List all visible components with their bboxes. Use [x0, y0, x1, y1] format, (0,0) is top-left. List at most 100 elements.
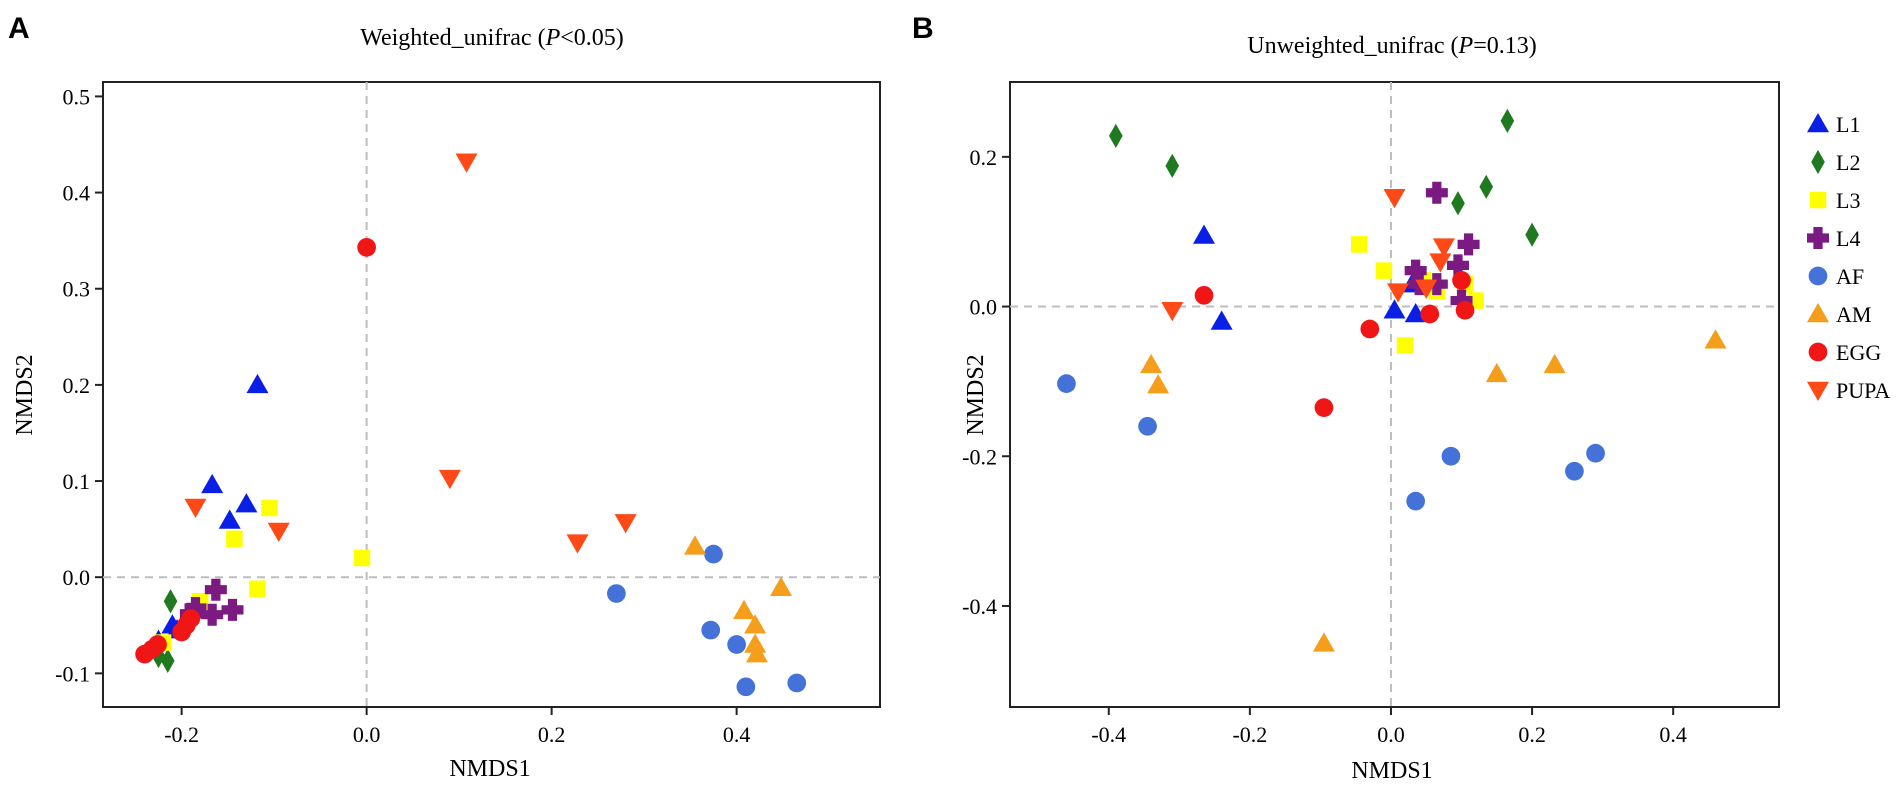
panel-b-y-axis: -0.4 -0.2 0.0 0.2 — [962, 145, 1010, 619]
panel-b-point-egg — [1360, 319, 1380, 339]
panel-a-point-am — [733, 599, 756, 620]
panel-b-point-l4 — [1425, 273, 1448, 296]
panel-b-point-am — [1543, 353, 1566, 374]
panel-a-point-pupa — [455, 153, 478, 173]
panel-a-x-axis: -0.2 0.0 0.2 0.4 — [164, 707, 750, 747]
panel-a-point-af — [704, 544, 723, 564]
legend-label-l3: L3 — [1836, 188, 1860, 213]
legend-label-l4: L4 — [1836, 226, 1860, 251]
panel-a-y-tick-label: 0.4 — [63, 181, 91, 206]
panel-b-point-pupa — [1429, 253, 1452, 273]
panel-a-point-l4 — [201, 603, 224, 626]
panel-b-point-af — [1057, 374, 1076, 393]
legend: L1 L2 L3 L4 AF AM EGG PUPA — [1807, 112, 1890, 403]
panel-b-point-af — [1586, 443, 1605, 463]
panel-a-y-tick-label: 0.0 — [63, 565, 91, 590]
panel-a-point-af — [736, 677, 756, 697]
panel-a-y-axis-label: NMDS2 — [12, 354, 38, 435]
panel-b-point-egg — [1194, 285, 1214, 305]
panel-a-point-af — [787, 673, 807, 693]
legend-label-egg: EGG — [1836, 340, 1881, 365]
panel-b-point-am — [1704, 329, 1727, 349]
panel-b-x-tick-label: 0.2 — [1518, 722, 1546, 747]
panel-b-x-tick-label: 0.4 — [1659, 722, 1687, 747]
panel-a-x-tick-label: 0.2 — [538, 722, 566, 747]
legend-label-af: AF — [1836, 264, 1864, 289]
panel-a-point-l2 — [163, 589, 178, 614]
panel-a-point-am — [744, 614, 767, 634]
panel-b-point-af — [1565, 461, 1584, 481]
panel-a-y-tick-label: 0.1 — [63, 469, 91, 494]
panel-b-point-l3 — [1350, 236, 1368, 253]
panel-b-point-l3 — [1375, 262, 1393, 279]
legend-marker-am — [1807, 303, 1829, 323]
panel-b-point-l2 — [1451, 191, 1465, 216]
panel-a-point-l3 — [261, 499, 278, 517]
panel-b-title: Unweighted_unifrac (P=0.13) — [1247, 33, 1536, 59]
panel-b-x-tick-label: -0.2 — [1232, 722, 1267, 747]
panel-a-y-axis: -0.1 0.0 0.1 0.2 0.3 0.4 0.5 — [55, 84, 103, 686]
panel-b-letter: B — [912, 12, 934, 45]
panel-b-point-af — [1441, 446, 1461, 466]
legend-marker-pupa — [1807, 381, 1829, 401]
panel-b-y-tick-label: 0.0 — [970, 295, 998, 320]
legend-label-l2: L2 — [1836, 150, 1860, 175]
panel-b-point-pupa — [1387, 283, 1410, 303]
panel-a-y-tick-label: -0.1 — [55, 661, 90, 686]
panel-b-point-l4 — [1425, 181, 1448, 204]
panel-b-point-egg — [1452, 271, 1471, 290]
panel-b-point-l2 — [1165, 153, 1180, 178]
panel-a-point-l1 — [235, 493, 258, 513]
panel-b-point-l2 — [1500, 108, 1515, 134]
legend-marker-af — [1808, 266, 1828, 286]
legend-marker-l4 — [1807, 227, 1829, 249]
panel-a-y-tick-label: 0.3 — [63, 277, 91, 302]
panel-a-point-l4 — [204, 578, 227, 601]
legend-label-l1: L1 — [1836, 112, 1860, 137]
panel-a-x-tick-label: 0.4 — [723, 722, 751, 747]
panel-a-point-pupa — [184, 498, 207, 518]
panel-a-point-l4 — [184, 596, 207, 619]
legend-label-am: AM — [1836, 302, 1871, 327]
panel-a-point-l3 — [226, 530, 243, 547]
panel-a-point-am — [770, 576, 793, 597]
panel-b-points — [1057, 108, 1727, 652]
panel-a-point-pupa — [614, 514, 637, 534]
panel-a-x-axis-label: NMDS1 — [449, 756, 530, 782]
panel-b-point-pupa — [1432, 238, 1455, 258]
panel-b-y-axis-label: NMDS2 — [963, 354, 989, 435]
panel-b-point-l3 — [1396, 337, 1414, 354]
panel-b-point-am — [1140, 353, 1163, 374]
panel-a-point-pupa — [566, 534, 589, 554]
panel-b-point-l2 — [1525, 222, 1539, 247]
panel-a-point-af — [607, 584, 626, 603]
panel-b-point-am — [1485, 362, 1508, 383]
panel-a-point-l3 — [353, 549, 371, 567]
panel-b-point-l1 — [1383, 299, 1406, 319]
panel-b-reference-lines — [1010, 82, 1779, 707]
panel-a-letter: A — [8, 12, 30, 45]
panel-b-x-axis-label: NMDS1 — [1351, 758, 1432, 784]
panel-a-point-l3 — [249, 580, 266, 597]
panel-b: B Unweighted_unifrac (P=0.13) -0.4 -0.2 0.… — [912, 12, 1780, 784]
panel-b-plot-frame — [1009, 81, 1780, 708]
panel-b-point-am — [1147, 374, 1170, 394]
panel-a-x-tick-label: -0.2 — [164, 722, 199, 747]
panel-a-y-tick-label: 0.2 — [63, 373, 91, 398]
legend-marker-l3 — [1809, 191, 1827, 209]
panel-a-point-am — [744, 633, 767, 653]
panel-a-y-tick-label: 0.5 — [63, 84, 91, 109]
legend-label-pupa: PUPA — [1836, 378, 1890, 403]
panel-b-point-l4 — [1450, 289, 1473, 312]
panel-a-point-l2 — [160, 648, 175, 673]
panel-a-point-egg — [148, 635, 167, 654]
panel-b-point-pupa — [1161, 302, 1184, 322]
panel-a-points — [135, 153, 807, 697]
panel-b-x-tick-label: 0.0 — [1377, 722, 1405, 747]
panel-a-point-am — [745, 643, 768, 663]
panel-b-point-af — [1406, 491, 1426, 511]
panel-b-point-l4 — [1446, 254, 1469, 277]
legend-marker-l1 — [1807, 113, 1829, 133]
panel-a-point-l1 — [201, 473, 224, 494]
panel-b-y-tick-label: -0.2 — [962, 444, 997, 469]
